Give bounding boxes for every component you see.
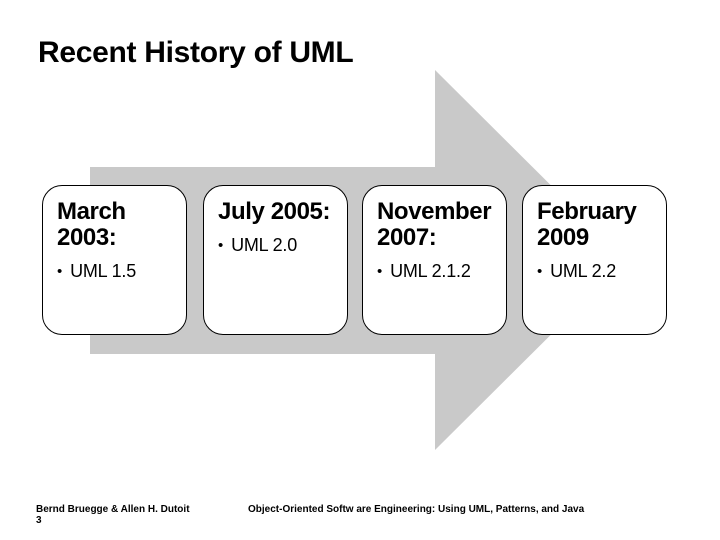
footer-authors: Bernd Bruegge & Allen H. Dutoit: [36, 504, 190, 515]
milestone-version: UML 2.1.2: [390, 260, 471, 281]
footer-book-title: Object-Oriented Softw are Engineering: U…: [248, 504, 585, 515]
milestone-version: UML 2.2: [550, 260, 617, 281]
milestone-card: November 2007: • UML 2.1.2: [362, 185, 507, 335]
footer-left: Bernd Bruegge & Allen H. Dutoit 3: [36, 504, 190, 526]
bullet-dot: •: [537, 262, 543, 280]
slide-title: Recent History of UML: [38, 36, 354, 69]
footer-page-number: 3: [36, 515, 42, 526]
milestone-bullet: • UML 1.5: [57, 261, 182, 282]
milestone-heading: February 2009: [537, 198, 637, 251]
milestone-version: UML 2.0: [231, 234, 298, 255]
bullet-dot: •: [377, 262, 383, 280]
milestone-heading: July 2005:: [218, 198, 331, 225]
bullet-dot: •: [57, 262, 63, 280]
milestone-bullet: • UML 2.0: [218, 235, 343, 256]
milestone-version: UML 1.5: [70, 260, 137, 281]
milestone-heading: November 2007:: [377, 198, 492, 251]
milestone-bullet: • UML 2.2: [537, 261, 662, 282]
milestone-bullet: • UML 2.1.2: [377, 261, 502, 282]
milestone-card: February 2009 • UML 2.2: [522, 185, 667, 335]
bullet-dot: •: [218, 236, 224, 254]
block-arrow-right-shape: [90, 70, 626, 450]
milestone-card: July 2005: • UML 2.0: [203, 185, 348, 335]
milestone-card: March 2003: • UML 1.5: [42, 185, 187, 335]
milestone-heading: March 2003:: [57, 198, 126, 251]
